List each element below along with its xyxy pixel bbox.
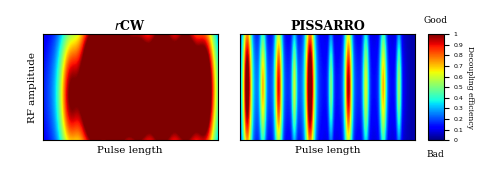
Y-axis label: RF amplitude: RF amplitude [28,52,37,123]
X-axis label: Pulse length: Pulse length [97,146,163,155]
Title: PISSARRO: PISSARRO [290,20,365,33]
Title: $\mathit{r}$CW: $\mathit{r}$CW [114,19,146,33]
Text: Bad: Bad [426,150,444,159]
Y-axis label: Decoupling efficiency: Decoupling efficiency [466,46,474,129]
Text: Good: Good [424,16,448,25]
X-axis label: Pulse length: Pulse length [295,146,360,155]
